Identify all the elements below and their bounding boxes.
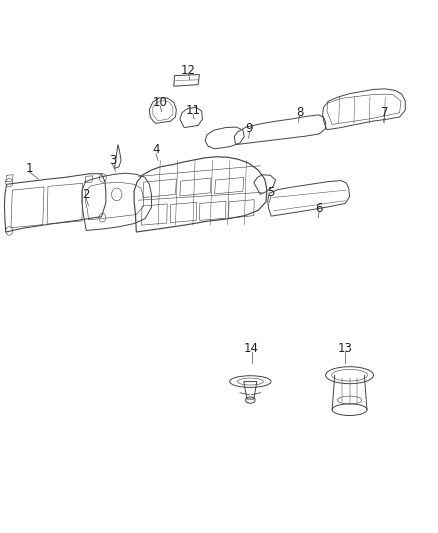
Text: 10: 10 bbox=[153, 95, 168, 109]
Text: 4: 4 bbox=[152, 143, 159, 156]
Text: 5: 5 bbox=[268, 186, 275, 199]
Text: 9: 9 bbox=[246, 122, 253, 135]
Text: 7: 7 bbox=[381, 106, 388, 119]
Text: 8: 8 bbox=[296, 106, 303, 119]
Text: 3: 3 bbox=[109, 154, 116, 167]
Text: 13: 13 bbox=[338, 342, 353, 355]
Text: 11: 11 bbox=[185, 103, 201, 117]
Text: 12: 12 bbox=[181, 64, 196, 77]
Text: 6: 6 bbox=[315, 201, 323, 215]
Text: 14: 14 bbox=[244, 342, 259, 355]
Text: 1: 1 bbox=[26, 162, 33, 175]
Text: 2: 2 bbox=[82, 189, 90, 201]
